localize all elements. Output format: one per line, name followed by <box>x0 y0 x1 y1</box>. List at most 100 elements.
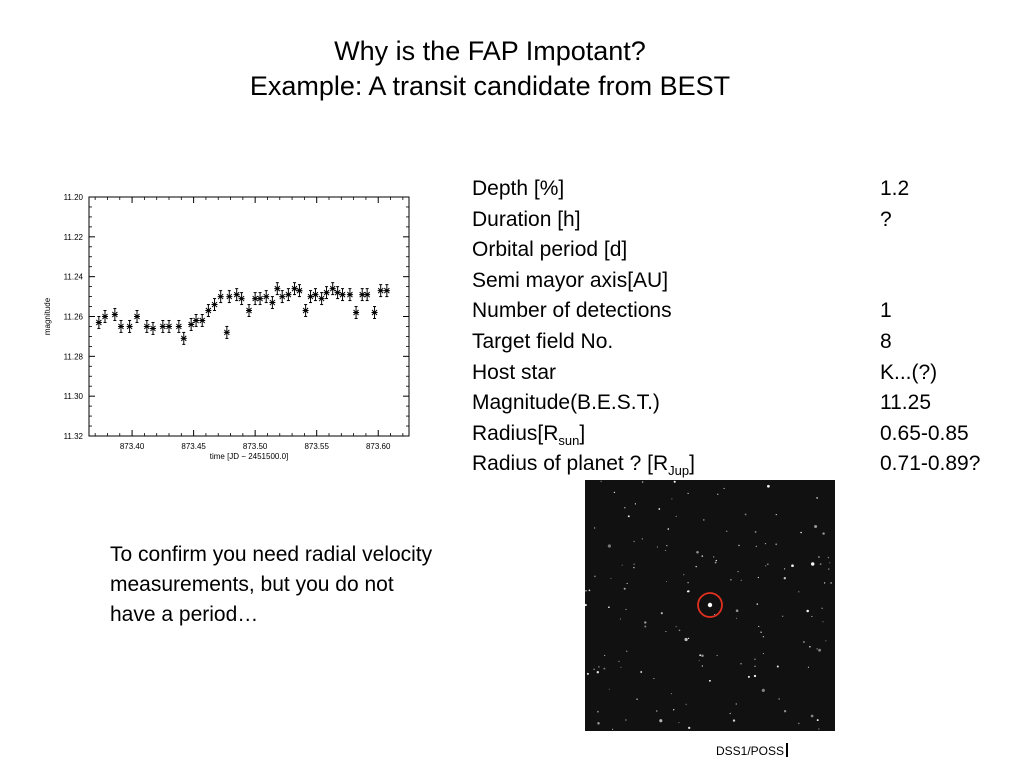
star <box>625 719 627 721</box>
star <box>717 493 719 495</box>
star <box>818 728 820 730</box>
star <box>653 677 655 680</box>
star <box>744 513 747 516</box>
star <box>666 545 668 547</box>
star <box>688 726 691 730</box>
slide-title-line2: Example: A transit candidate from BEST <box>249 71 731 101</box>
y-tick-label: 11.28 <box>64 352 84 361</box>
star <box>683 574 685 576</box>
param-label: Depth [%] <box>472 177 565 200</box>
param-label: Radius of planet ? [RJup] <box>472 452 695 479</box>
data-point <box>353 309 360 316</box>
y-tick-label: 11.26 <box>64 313 84 322</box>
star <box>633 566 635 569</box>
star <box>762 636 765 638</box>
star <box>767 484 770 488</box>
star <box>658 508 661 510</box>
x-tick-label: 873.60 <box>366 442 391 451</box>
star <box>708 679 711 682</box>
star <box>607 544 612 548</box>
star <box>641 538 643 540</box>
param-label: Magnitude(B.E.S.T.) <box>472 391 660 415</box>
star <box>828 568 830 570</box>
star <box>660 612 663 615</box>
star <box>827 556 830 559</box>
star <box>702 519 705 521</box>
star <box>806 609 809 613</box>
star <box>782 615 784 617</box>
star <box>822 532 825 535</box>
star <box>612 728 614 730</box>
star <box>754 665 756 667</box>
data-point <box>323 289 330 296</box>
param-label: Duration [h] <box>472 207 581 231</box>
star <box>671 498 673 500</box>
star <box>627 515 630 518</box>
star <box>776 665 779 668</box>
data-point <box>246 307 252 314</box>
star <box>620 666 622 668</box>
light-curve-chart: 11.20 11.22 11.24 11.26 11.28 11.30 11.32 873.4… <box>40 182 430 472</box>
param-label-subscript: sun <box>558 432 580 448</box>
star <box>613 491 616 494</box>
data-point <box>383 287 390 294</box>
credit-bar <box>786 743 789 757</box>
data-point <box>150 325 156 332</box>
star <box>800 531 802 534</box>
star <box>737 570 739 573</box>
param-value: 1 <box>880 299 892 323</box>
y-tick-label: 11.20 <box>64 193 84 202</box>
slide-title: Why is the FAP Impotant? Example: A tran… <box>0 34 980 104</box>
star <box>701 654 704 658</box>
x-tick-label: 873.40 <box>120 442 145 451</box>
star <box>594 527 596 529</box>
data-point <box>274 285 281 292</box>
star <box>716 654 718 656</box>
star <box>640 671 643 673</box>
target-star <box>707 602 713 608</box>
star <box>735 609 739 613</box>
data-point <box>126 323 133 330</box>
x-tick-label: 873.50 <box>243 442 268 451</box>
data-point <box>205 307 212 314</box>
star <box>830 582 832 584</box>
param-label: Host star <box>472 360 557 384</box>
image-credit-text: DSS1/POSS <box>716 744 785 758</box>
star <box>586 672 589 675</box>
star <box>675 515 677 517</box>
data-point <box>193 317 200 324</box>
star <box>798 591 800 593</box>
star <box>807 666 809 668</box>
data-point <box>226 293 233 300</box>
data-point <box>346 291 353 298</box>
data-point <box>233 291 240 298</box>
star <box>636 698 638 701</box>
star <box>816 497 818 499</box>
param-value: 11.25 <box>880 391 931 415</box>
star <box>593 668 595 671</box>
star <box>783 710 787 713</box>
star <box>822 621 824 623</box>
star <box>644 625 647 628</box>
star <box>678 722 680 724</box>
star <box>701 665 703 667</box>
star <box>754 530 757 533</box>
data-point <box>223 329 230 336</box>
data-point <box>143 323 150 330</box>
param-value: 8 <box>880 329 892 353</box>
star <box>829 562 831 564</box>
star <box>624 507 626 509</box>
param-label: Orbital period [d] <box>472 238 628 262</box>
star <box>755 545 757 548</box>
star <box>670 693 672 695</box>
star <box>810 714 814 718</box>
star <box>604 654 606 656</box>
star <box>634 503 637 505</box>
image-credit: DSS1/POSS <box>716 743 789 758</box>
data-point <box>159 323 166 330</box>
star <box>819 563 822 565</box>
star <box>610 577 612 579</box>
data-point <box>199 317 206 324</box>
star <box>625 608 627 610</box>
param-label: Target field No. <box>472 329 614 353</box>
